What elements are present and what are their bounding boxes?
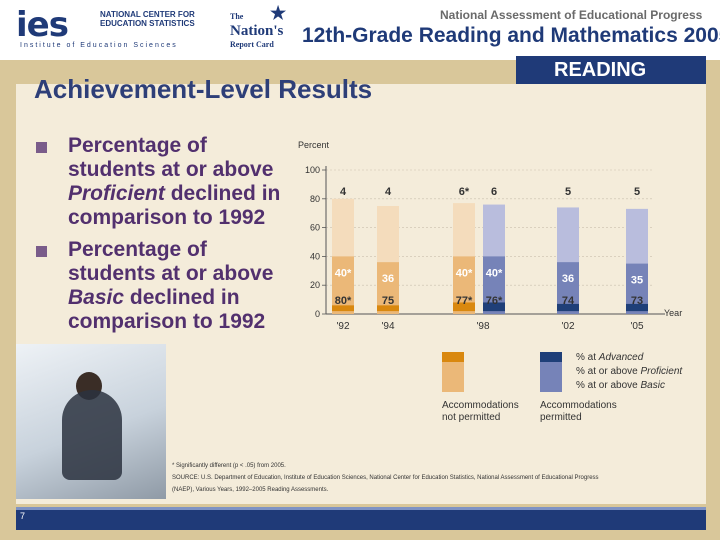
x-tick-label: '92 [336,321,349,332]
bullet-emphasis: Basic [68,286,125,309]
x-tick-label: '05 [630,321,643,332]
legend-swatch-permitted-proficient [540,360,562,392]
advanced-value-label: 4 [385,186,392,198]
legend-basic-label: % at or above Basic [576,380,665,391]
advanced-value-label: 6 [491,186,497,198]
grade-title: 12th-Grade Reading and Mathematics 2005 [302,24,720,47]
legend-permitted-line1: Accommodations [540,400,617,411]
bar-advanced [377,305,399,312]
ies-line-2: EDUCATION STATISTICS [100,19,195,28]
nrc-the: The [230,12,244,21]
bar-advanced [626,303,648,312]
page-number: 7 [20,511,26,521]
basic-value-label: 80* [335,295,352,307]
legend-swatch-permitted-advanced [540,352,562,362]
y-axis-label: Percent [298,140,330,150]
proficient-value-label: 36 [562,273,574,285]
bar-proficient [483,256,505,314]
ies-institute: Institute of Education Sciences [20,42,178,49]
proficient-value-label: 36 [382,273,394,285]
y-tick-label: 60 [310,223,320,233]
student-photo [16,344,166,499]
proficient-value-label: 40* [335,267,352,279]
bar-proficient [626,263,648,314]
bar-proficient [332,256,354,314]
bullet-emphasis: Proficient [68,182,165,205]
proficient-value-label: 35 [631,275,643,287]
page-title: Achievement-Level Results [34,74,373,104]
header [0,0,720,60]
bullet-text: declined in comparison to 1992 [68,286,266,333]
advanced-value-label: 5 [634,186,640,198]
nations-report-card-logo: The Nation's Report Card ★ [230,4,286,52]
bullet-square-icon [36,142,47,153]
bullet-item: Percentage of students at or above Profi… [34,134,294,230]
basic-value-label: 77* [456,295,473,307]
y-tick-label: 20 [310,280,320,290]
x-tick-label: '94 [381,321,394,332]
legend-not-permitted-line1: Accommodations [442,400,519,411]
student-figure [62,390,122,480]
bullet-list: Percentage of students at or above Profi… [34,134,294,342]
basic-value-label: 74 [562,295,575,307]
bar-proficient [377,262,399,314]
bullet-text: Percentage of students at or above [68,238,274,285]
legend-permitted-line2: permitted [540,412,582,423]
footnote-source: SOURCE: U.S. Department of Education, In… [172,475,599,481]
basic-value-label: 76* [486,295,503,307]
proficient-value-label: 40* [456,267,473,279]
naep-title: National Assessment of Educational Progr… [440,8,703,22]
bar-advanced [453,302,475,312]
star-icon: ★ [270,3,287,23]
bar-advanced [557,303,579,312]
ies-logo-text: ies [16,5,69,45]
y-tick-label: 0 [315,309,320,319]
legend-swatch-not-permitted-advanced [442,352,464,362]
footnote-significance: * Significantly different (p < .05) from… [172,463,286,469]
advanced-value-label: 5 [565,186,571,198]
bar-advanced [483,302,505,312]
x-tick-label: '98 [476,321,489,332]
subject-tab: READING [516,56,706,84]
legend-advanced-label: % at Advanced [576,352,644,363]
advanced-value-label: 4 [340,186,347,198]
nrc-name: Nation's [230,23,284,39]
bar-proficient [453,256,475,314]
legend-not-permitted-line2: not permitted [442,412,500,423]
legend-swatch-not-permitted-proficient [442,360,464,392]
advanced-value-label: 6* [459,186,470,198]
x-axis-label: Year [664,308,682,318]
footnote-source-cont: (NAEP), Various Years, 1992–2005 Reading… [172,487,329,493]
x-tick-label: '02 [561,321,574,332]
basic-value-label: 75 [382,295,394,307]
bullet-text: declined in comparison to 1992 [68,182,281,229]
bar-advanced [332,305,354,312]
nrc-card: Report Card [230,40,274,49]
ies-logo: ies [16,5,69,45]
legend-proficient-label: % at or above Proficient [576,366,683,377]
basic-value-label: 73 [631,295,643,307]
y-tick-label: 100 [305,165,320,175]
bullet-square-icon [36,246,47,257]
footnote: * Significantly different (p < .05) from… [172,460,702,496]
y-tick-label: 40 [310,251,320,261]
proficient-value-label: 40* [486,267,503,279]
bar-proficient [557,262,579,314]
bullet-item: Percentage of students at or above Basic… [34,238,294,334]
ies-line-1: NATIONAL CENTER FOR [100,10,195,19]
footer-bar [16,507,706,530]
bullet-text: Percentage of students at or above [68,134,274,181]
y-tick-label: 80 [310,194,320,204]
